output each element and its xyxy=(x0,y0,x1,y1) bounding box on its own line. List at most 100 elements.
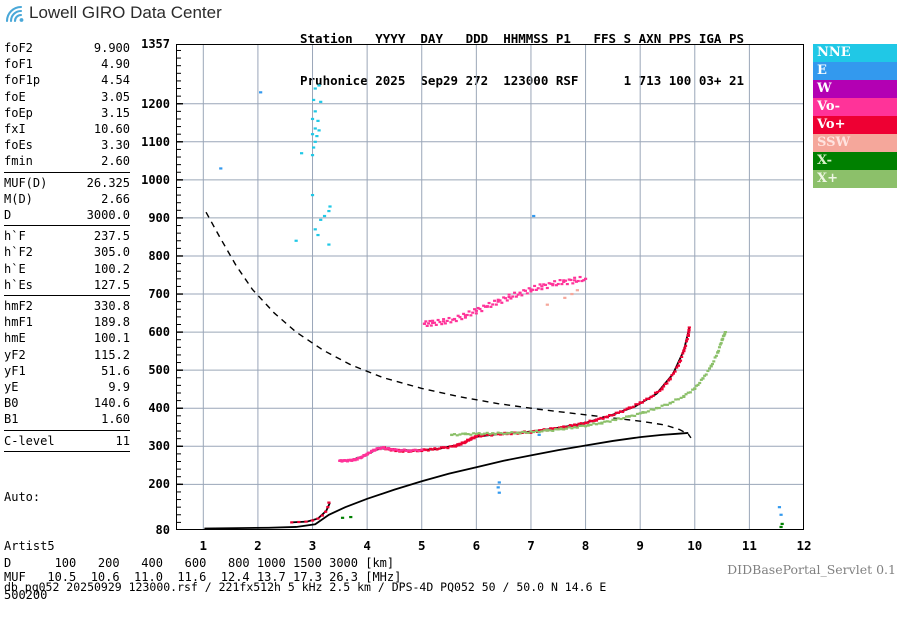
axis-frame xyxy=(176,44,804,530)
divider xyxy=(4,225,130,227)
ionogram-plot[interactable] xyxy=(176,44,804,530)
y-tick-label: 400 xyxy=(148,401,170,416)
legend-label: W xyxy=(817,81,832,96)
param-key: M(D) xyxy=(4,191,33,206)
param-key: B1 xyxy=(4,412,19,427)
source-file-line: db pq052 20250929 123000.rsf / 221fx512h… xyxy=(4,580,607,594)
legend-label: X- xyxy=(817,153,833,168)
x-tick-label: 10 xyxy=(687,538,703,553)
legend-item-e[interactable]: E xyxy=(813,62,897,80)
legend-item-x-minus[interactable]: X- xyxy=(813,152,897,170)
param-key: D xyxy=(4,208,12,223)
legend-item-w[interactable]: W xyxy=(813,80,897,98)
legend-item-vo-minus[interactable]: Vo- xyxy=(813,98,897,116)
series-nne-spread-scatter xyxy=(294,84,332,246)
param-value: 3000.0 xyxy=(86,208,130,223)
param-row: yF1 51.6 xyxy=(4,363,130,379)
param-group-muf: MUF(D) 26.325 M(D) 2.66 D 3000.0 xyxy=(4,175,130,224)
param-key: foF2 xyxy=(4,41,33,55)
x-tick-label: 5 xyxy=(417,538,426,553)
param-value: 26.325 xyxy=(86,175,130,190)
param-row: h`F2 305.0 xyxy=(4,244,130,260)
param-row: hmF1 189.8 xyxy=(4,314,130,330)
param-key: h`E xyxy=(4,261,26,276)
param-value: 3.30 xyxy=(101,138,130,153)
wifi-waves-icon xyxy=(5,5,24,23)
site-logo[interactable]: Lowell GIRO Data Center xyxy=(4,2,222,24)
param-row: foF2 9.900 xyxy=(4,40,130,56)
legend-label: NNE xyxy=(817,45,851,60)
divider xyxy=(4,429,130,431)
y-tick-label: 1100 xyxy=(141,134,170,149)
auto-code: 500200 xyxy=(4,587,48,602)
legend-item-x-plus[interactable]: X+ xyxy=(813,170,897,188)
param-key: hmE xyxy=(4,331,26,346)
param-value: 9.900 xyxy=(93,41,130,55)
x-tick-label: 9 xyxy=(636,538,644,553)
y-tick-label: 1357 xyxy=(141,37,170,51)
distance-scale-row: D 100 200 400 600 800 1000 1500 3000 [km… xyxy=(4,556,395,570)
x-tick-label: 12 xyxy=(796,538,812,553)
param-value: 2.66 xyxy=(101,191,130,206)
polarization-legend: NNE E W Vo- Vo+ SSW X- X+ xyxy=(813,44,897,188)
param-row: h`Es 127.5 xyxy=(4,277,130,293)
param-key: foF1 xyxy=(4,57,33,72)
param-key: h`F xyxy=(4,229,26,244)
param-group-profile: hmF2 330.8 hmF1 189.8 hmE 100.1 yF2 115.2 yF… xyxy=(4,298,130,428)
y-tick-label: 80 xyxy=(155,523,170,537)
legend-item-nne[interactable]: NNE xyxy=(813,44,897,62)
param-row: foF1p 4.54 xyxy=(4,72,130,88)
param-key: foE xyxy=(4,89,26,104)
param-key: fmin xyxy=(4,154,33,169)
y-tick-label: 1000 xyxy=(141,172,170,187)
param-value: 1.60 xyxy=(101,412,130,427)
param-key: h`Es xyxy=(4,277,33,292)
param-key: yE xyxy=(4,380,19,395)
y-tick-label: 200 xyxy=(148,477,170,492)
param-row: M(D) 2.66 xyxy=(4,191,130,207)
x-tick-label: 11 xyxy=(741,538,757,553)
muf-scale-row: MUF 10.5 10.6 11.0 11.6 12.4 13.7 17.3 2… xyxy=(4,570,402,584)
x-tick-label: 8 xyxy=(581,538,590,553)
param-value: 189.8 xyxy=(93,315,130,330)
param-key: h`F2 xyxy=(4,245,33,260)
param-value: 4.54 xyxy=(101,73,130,88)
legend-label: E xyxy=(817,63,827,78)
series-fill xyxy=(422,275,586,327)
param-row: fxI 10.60 xyxy=(4,121,130,137)
series-ssw-weak-echoes xyxy=(545,289,579,306)
legend-label: Vo+ xyxy=(817,117,846,132)
divider xyxy=(4,450,130,452)
servlet-brand: DIDBasePortal_Servlet 0.1 xyxy=(727,562,896,577)
legend-item-vo-plus[interactable]: Vo+ xyxy=(813,116,897,134)
x-tick-label: 1 xyxy=(199,538,208,553)
param-row: foEp 3.15 xyxy=(4,105,130,121)
y-tick-label: 1200 xyxy=(141,96,170,111)
legend-label: Vo- xyxy=(817,99,840,114)
param-key: foEp xyxy=(4,105,33,120)
param-key: foF1p xyxy=(4,73,41,88)
legend-item-ssw[interactable]: SSW xyxy=(813,134,897,152)
ionogram-page: Lowell GIRO Data Center Station YYYY DAY… xyxy=(4,2,897,602)
divider xyxy=(4,295,130,297)
x-tick-label: 3 xyxy=(308,538,317,553)
param-value: 11 xyxy=(115,433,130,448)
axis-ticks xyxy=(176,44,183,530)
logo-dot xyxy=(19,18,24,22)
param-row: B0 140.6 xyxy=(4,395,130,411)
param-key: B0 xyxy=(4,396,19,411)
curve-muf-d-curve xyxy=(205,211,692,439)
param-row: hmF2 330.8 xyxy=(4,298,130,314)
param-value: 305.0 xyxy=(93,245,130,260)
param-value: 100.1 xyxy=(93,331,130,346)
param-key: fxI xyxy=(4,122,26,137)
divider xyxy=(4,171,130,173)
legend-label: X+ xyxy=(817,171,838,186)
series-e-region-o-trace xyxy=(290,501,331,524)
param-row: h`E 100.2 xyxy=(4,261,130,277)
parameter-panel: foF2 9.900 foF1 4.90 foF1p 4.54 foE 3.05 foE… xyxy=(4,40,130,635)
param-value: 127.5 xyxy=(93,277,130,292)
param-key: foEs xyxy=(4,138,33,153)
ionogram-canvas[interactable] xyxy=(176,44,804,530)
auto-label: Auto: xyxy=(4,490,41,505)
